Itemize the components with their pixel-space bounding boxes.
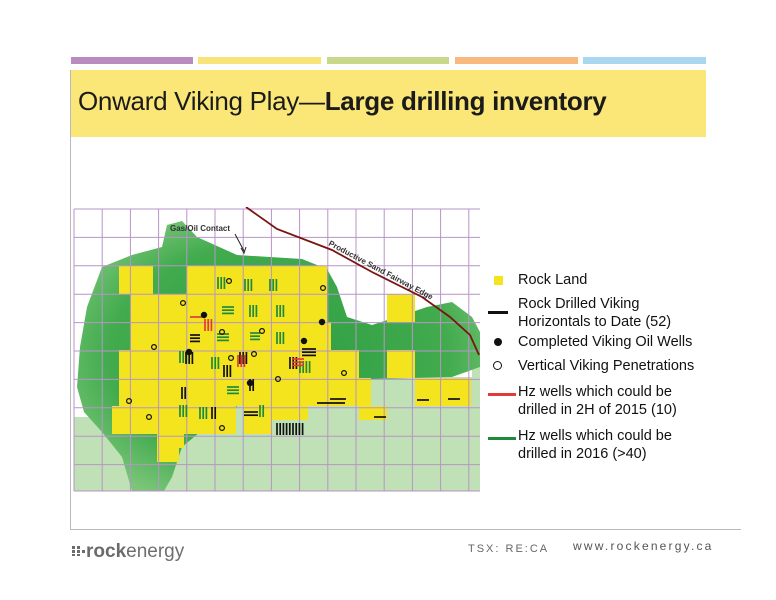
slide-title: Onward Viking Play—Large drilling invent… — [78, 86, 607, 117]
yellow-square-icon — [494, 276, 503, 285]
website-link[interactable]: www.rockenergy.ca — [573, 539, 714, 553]
logo-normal-text: energy — [126, 541, 185, 562]
accent-bar-1 — [71, 57, 193, 64]
gas-oil-arrowhead — [240, 246, 247, 255]
legend-label: Horizontals to Date (52) — [518, 314, 672, 330]
vertical-penetration — [125, 398, 132, 405]
fairway-edge-line — [245, 207, 480, 356]
rock-energy-logo-icon — [72, 546, 85, 556]
completed-well — [185, 348, 193, 356]
legend-label: Rock Land — [518, 272, 588, 288]
completed-well — [246, 379, 254, 387]
rock-land-blocks — [112, 266, 471, 462]
fairway-edge-label: Productive Sand Fairway Edge — [327, 239, 435, 302]
vertical-penetration — [259, 327, 266, 334]
open-circle-icon — [493, 361, 502, 370]
gas-oil-arrow — [234, 233, 245, 252]
black-dot-icon — [494, 338, 502, 346]
legend-label: drilled in 2016 (>40) — [518, 446, 647, 462]
vertical-penetration — [228, 355, 235, 362]
completed-well — [300, 337, 308, 345]
vertical-penetration — [275, 376, 282, 383]
legend-label: Vertical Viking Penetrations — [518, 358, 695, 374]
red-line-icon — [488, 393, 516, 396]
legend-label: Completed Viking Oil Wells — [518, 334, 693, 350]
well-symbols — [125, 277, 460, 435]
logo-bold-text: rock — [86, 541, 127, 562]
accent-bar-2 — [198, 57, 321, 64]
ticker-symbol: TSX: RE:CA — [468, 543, 550, 555]
vertical-penetration — [226, 277, 233, 284]
vertical-penetration — [145, 414, 152, 421]
bottom-rule — [70, 529, 741, 530]
completed-well — [200, 311, 208, 319]
accent-bar-3 — [327, 57, 449, 64]
legend-label: Hz wells which could be — [518, 384, 672, 400]
vertical-penetration — [179, 299, 186, 306]
company-logo: rockenergy — [86, 541, 184, 563]
vertical-penetration — [219, 425, 226, 432]
vertical-penetration — [341, 370, 348, 377]
legend-label: drilled in 2H of 2015 (10) — [518, 402, 677, 418]
title-bold: Large drilling inventory — [324, 86, 607, 116]
green-line-icon — [488, 437, 516, 440]
legend-label: Rock Drilled Viking — [518, 296, 640, 312]
black-line-icon — [488, 311, 508, 314]
left-rule — [70, 70, 71, 530]
vertical-penetration — [150, 344, 157, 351]
gas-oil-contact-label: Gas/Oil Contact — [170, 224, 230, 233]
accent-bar-4 — [455, 57, 578, 64]
completed-well — [318, 318, 326, 326]
accent-bar-5 — [583, 57, 706, 64]
legend-label: Hz wells which could be — [518, 428, 672, 444]
title-band — [71, 70, 706, 137]
vertical-penetration — [219, 328, 226, 335]
vertical-penetration — [251, 351, 258, 358]
land-map: Gas/Oil Contact Productive Sand Fairway … — [73, 207, 480, 492]
section-grid — [73, 208, 480, 492]
title-normal: Onward Viking Play— — [78, 86, 325, 116]
vertical-penetration — [320, 284, 327, 291]
